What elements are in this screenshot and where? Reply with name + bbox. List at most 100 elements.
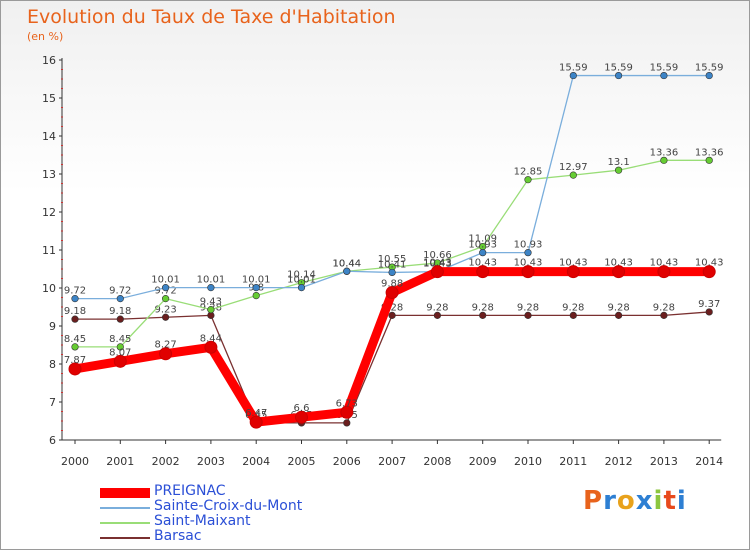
x-tick-label: 2012 (605, 455, 633, 468)
data-point (705, 71, 713, 80)
y-tick-label: 10 (42, 282, 56, 295)
data-label: 10.55 (378, 254, 407, 265)
data-label: 9.43 (200, 297, 222, 308)
y-tick-label: 11 (42, 244, 56, 257)
data-label: 9.18 (109, 306, 131, 317)
data-label: 10.01 (287, 275, 316, 286)
data-point (657, 265, 671, 279)
y-tick-label: 8 (49, 358, 56, 371)
data-point (249, 415, 263, 429)
data-label: 10.43 (423, 259, 452, 270)
data-label: 9.72 (64, 286, 86, 297)
data-label: 9.23 (154, 304, 176, 315)
legend-swatch (100, 488, 150, 498)
data-point (68, 362, 82, 376)
data-label: 10.43 (650, 258, 679, 269)
x-tick-label: 2014 (695, 455, 723, 468)
data-point (660, 156, 668, 164)
data-point (660, 311, 668, 319)
data-point (476, 265, 490, 279)
data-point (71, 343, 79, 351)
data-point (569, 311, 577, 319)
data-point (524, 249, 532, 257)
data-point (162, 295, 170, 303)
data-label: 11.09 (468, 234, 497, 245)
data-label: 10.01 (151, 275, 180, 286)
data-point (162, 313, 170, 321)
data-point (433, 311, 442, 319)
data-label: 10.66 (423, 250, 452, 261)
data-point (340, 405, 354, 419)
data-label: 9.18 (64, 306, 86, 317)
data-label: 9.28 (426, 302, 448, 313)
chart-title: Evolution du Taux de Taxe d'Habitation (27, 6, 396, 28)
data-label: 9.28 (653, 302, 675, 313)
y-tick-label: 7 (49, 396, 56, 409)
data-point (385, 286, 399, 300)
data-point (159, 347, 173, 361)
data-point (207, 306, 215, 314)
data-point (569, 171, 577, 179)
data-label: 10.43 (468, 258, 497, 269)
data-label: 10.43 (604, 258, 633, 269)
data-label: 10.93 (468, 240, 497, 251)
legend-swatch (100, 537, 150, 539)
data-label: 9.72 (109, 286, 131, 297)
x-tick-label: 2005 (288, 455, 316, 468)
data-point (479, 249, 487, 257)
data-label: 13.36 (650, 147, 679, 158)
legend-swatch (100, 507, 150, 509)
data-point (524, 176, 532, 184)
data-label: 10.44 (332, 258, 361, 269)
data-point (113, 354, 127, 368)
x-tick-label: 2003 (197, 455, 225, 468)
y-tick-label: 13 (42, 168, 56, 181)
x-tick-label: 2000 (61, 455, 89, 468)
data-label: 7.87 (64, 355, 86, 366)
data-point (252, 292, 260, 300)
data-point (343, 267, 351, 275)
y-tick-label: 16 (42, 54, 56, 67)
data-point (702, 265, 716, 279)
data-point (614, 166, 623, 174)
data-label: 10.14 (287, 270, 316, 281)
legend-swatch (100, 522, 150, 524)
x-tick-label: 2008 (423, 455, 451, 468)
data-label: 9.28 (517, 302, 539, 313)
data-label: 10.43 (559, 258, 588, 269)
data-label: 10.01 (242, 275, 271, 286)
data-point (612, 265, 626, 279)
data-label: 12.97 (559, 162, 588, 173)
data-point (614, 71, 623, 80)
data-label: 9.28 (562, 302, 584, 313)
x-tick-label: 2006 (333, 455, 361, 468)
data-label: 10.01 (197, 275, 226, 286)
y-tick-label: 9 (49, 320, 56, 333)
legend-label: Barsac (154, 528, 202, 544)
data-point (614, 311, 623, 319)
data-point (162, 284, 170, 292)
data-label: 10.93 (514, 240, 543, 251)
x-tick-label: 2010 (514, 455, 542, 468)
data-label: 13.36 (695, 147, 724, 158)
data-label: 10.44 (332, 258, 361, 269)
y-tick-label: 15 (42, 92, 56, 105)
data-label: 12.85 (514, 167, 543, 178)
data-point (566, 265, 580, 279)
series-line-3 (74, 311, 710, 424)
data-label: 10.43 (695, 258, 724, 269)
x-tick-label: 2004 (242, 455, 270, 468)
data-label: 6.47 (245, 408, 267, 419)
data-label: 15.59 (650, 63, 679, 74)
proxiti-logo: Proxiti (583, 486, 687, 516)
data-point (705, 156, 713, 164)
data-point (479, 311, 487, 319)
data-point (569, 71, 577, 80)
y-tick-label: 12 (42, 206, 56, 219)
data-label: 8.45 (64, 334, 86, 345)
data-point (524, 311, 532, 319)
data-label: 6.6 (294, 403, 310, 414)
data-point (430, 265, 444, 279)
data-point (116, 295, 124, 303)
